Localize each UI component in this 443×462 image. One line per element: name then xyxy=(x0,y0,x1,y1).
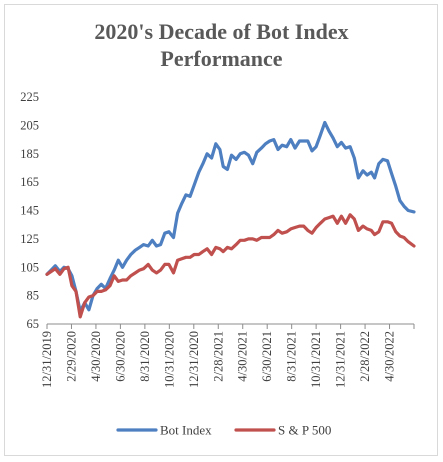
x-tick-label: 2/29/2020 xyxy=(64,331,78,382)
y-tick-label: 105 xyxy=(20,260,39,274)
series-line-sp500 xyxy=(45,213,416,319)
x-tick-label: 4/30/2021 xyxy=(236,331,250,382)
x-tick-label: 6/30/2021 xyxy=(260,331,274,382)
chart-title-line-1: 2020's Decade of Bot Index xyxy=(94,19,349,44)
x-tick-label: 8/31/2021 xyxy=(285,331,299,382)
y-tick-label: 125 xyxy=(20,232,39,246)
x-tick-label: 2/28/2022 xyxy=(358,331,372,382)
x-tick-label: 4/30/2022 xyxy=(383,331,397,382)
x-tick-label: 12/31/2021 xyxy=(334,331,348,388)
y-tick-label: 165 xyxy=(20,175,39,189)
legend-label: Bot Index xyxy=(160,423,212,438)
x-tick-label: 10/31/2020 xyxy=(162,331,176,388)
y-axis: 65 85 105 125 145 165 185 205 225 xyxy=(20,90,39,331)
y-tick-label: 225 xyxy=(20,90,39,104)
chart-title: 2020's Decade of Bot Index Performance xyxy=(0,18,443,72)
series-line-bot-index xyxy=(45,120,416,313)
legend: Bot Index S & P 500 xyxy=(116,423,331,438)
chart-title-line-2: Performance xyxy=(160,46,283,71)
legend-label: S & P 500 xyxy=(278,423,331,438)
x-tick-label: 10/31/2021 xyxy=(309,331,323,388)
series-layer xyxy=(45,120,416,319)
y-tick-label: 185 xyxy=(20,147,39,161)
x-tick-label: 6/30/2020 xyxy=(113,331,127,382)
chart-frame xyxy=(4,4,438,456)
x-tick-label: 12/31/2019 xyxy=(40,331,54,388)
y-tick-label: 65 xyxy=(27,317,40,331)
x-tick-label: 8/31/2020 xyxy=(138,331,152,382)
y-tick-label: 145 xyxy=(20,204,39,218)
x-tick-label: 12/31/2020 xyxy=(187,331,201,388)
y-tick-label: 85 xyxy=(27,289,40,303)
x-tick-label: 2/28/2021 xyxy=(211,331,225,382)
y-tick-label: 205 xyxy=(20,118,39,132)
x-axis: 12/31/2019 2/29/2020 4/30/2020 6/30/2020 8/3… xyxy=(40,323,415,388)
x-tick-label: 4/30/2020 xyxy=(89,331,103,382)
